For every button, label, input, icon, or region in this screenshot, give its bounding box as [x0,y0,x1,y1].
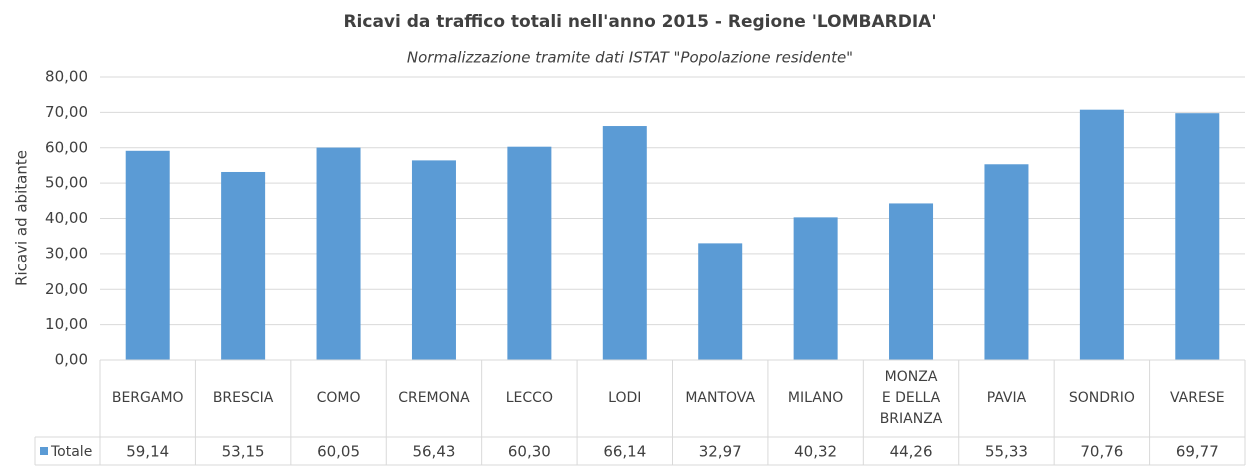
bar [793,217,838,360]
bar [411,160,456,360]
bar [1079,109,1124,361]
chart-title: Ricavi da traffico totali nell'anno 2015… [343,12,936,32]
category-label: VARESE [1169,390,1225,406]
value-label: 32,97 [699,443,742,461]
value-label: 56,43 [412,443,455,461]
category-label: MONZA E DELLA BRIANZA [879,369,943,427]
y-tick-label: 0,00 [55,351,88,369]
category-label: SONDRIO [1068,390,1135,406]
y-axis-label: Ricavi ad abitante [13,150,31,286]
y-tick-label: 30,00 [45,244,88,262]
value-label: 69,77 [1176,443,1219,461]
value-label: 66,14 [603,443,646,461]
category-label: CREMONA [398,390,470,406]
value-label: 44,26 [890,443,933,461]
category-label: LECCO [505,390,553,406]
category-label: MILANO [787,390,844,406]
bar [221,171,266,360]
bar [125,150,170,360]
value-label: 53,15 [222,443,265,461]
bar [698,243,743,360]
bar [889,203,934,360]
y-tick-label: 70,00 [45,103,88,121]
y-tick-label: 80,00 [45,68,88,86]
y-tick-label: 10,00 [45,315,88,333]
value-label: 59,14 [126,443,169,461]
bar [602,126,647,360]
value-label: 70,76 [1080,443,1123,461]
y-tick-label: 20,00 [45,280,88,298]
category-label: PAVIA [986,390,1027,406]
value-label: 40,32 [794,443,837,461]
category-label: COMO [316,390,361,406]
bar [507,146,552,360]
category-label: BRESCIA [212,390,274,406]
y-tick-label: 50,00 [45,174,88,192]
category-label: LODI [608,390,642,406]
legend-swatch [40,447,48,455]
y-tick-label: 60,00 [45,138,88,156]
bar [1175,113,1220,360]
bar [984,164,1029,360]
category-label: MANTOVA [685,390,756,406]
category-label: BERGAMO [111,390,184,406]
bar [316,147,361,360]
value-label: 60,05 [317,443,360,461]
y-tick-label: 40,00 [45,209,88,227]
value-label: 55,33 [985,443,1028,461]
legend-label: Totale [50,444,92,460]
chart-subtitle: Normalizzazione tramite dati ISTAT "Popo… [407,49,853,67]
value-label: 60,30 [508,443,551,461]
